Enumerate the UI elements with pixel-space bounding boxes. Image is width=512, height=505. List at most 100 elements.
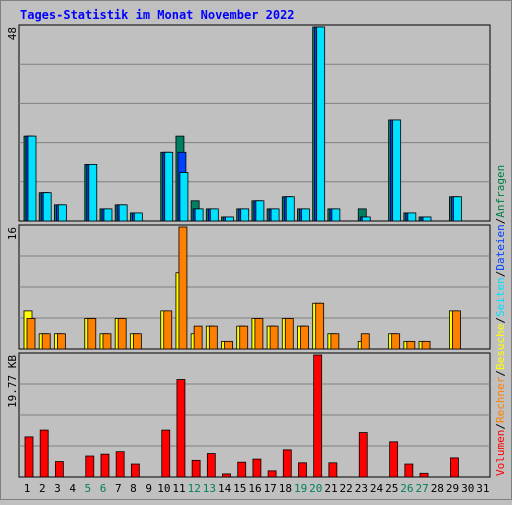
bar-rechner-day-7	[117, 318, 127, 350]
bar-seiten-day-21	[331, 208, 341, 222]
day-label-24: 24	[370, 482, 384, 495]
bar-rechner-day-2	[41, 333, 51, 350]
bar-rechner-day-23	[360, 333, 370, 350]
day-label-14: 14	[218, 482, 232, 495]
bar-volumen-day-29	[450, 457, 459, 478]
day-label-6: 6	[100, 482, 107, 495]
bar-volumen-day-3	[54, 461, 64, 478]
legend-part-0: Volumen	[494, 430, 507, 476]
plot-area	[18, 24, 491, 222]
bar-seiten-day-26	[407, 212, 417, 222]
day-label-1: 1	[24, 482, 31, 495]
day-label-29: 29	[446, 482, 459, 495]
day-label-2: 2	[39, 482, 46, 495]
bar-seiten-day-11	[179, 172, 189, 222]
day-label-19: 19	[294, 482, 307, 495]
bar-rechner-day-18	[284, 318, 294, 350]
y-max-label: 48	[6, 27, 19, 40]
chart-title: Tages-Statistik im Monat November 2022	[20, 8, 295, 22]
day-label-10: 10	[157, 482, 170, 495]
day-label-25: 25	[385, 482, 398, 495]
bar-volumen-day-15	[237, 461, 247, 478]
bar-volumen-day-8	[130, 463, 140, 478]
bar-rechner-day-29	[452, 310, 461, 350]
legend-part-5: /	[494, 317, 507, 324]
day-label-26: 26	[400, 482, 413, 495]
bar-volumen-day-2	[39, 429, 49, 478]
bar-volumen-day-19	[298, 462, 307, 478]
bar-rechner-day-19	[300, 325, 309, 350]
bar-seiten-day-20	[316, 26, 326, 222]
y-max-label: 16	[6, 227, 19, 240]
panel-middle: 16	[6, 224, 491, 350]
bar-seiten-day-13	[209, 208, 219, 222]
panel-top: 48	[6, 24, 491, 222]
day-label-4: 4	[69, 482, 76, 495]
day-label-21: 21	[324, 482, 337, 495]
bar-volumen-day-6	[100, 453, 110, 478]
day-label-20: 20	[309, 482, 322, 495]
bar-rechner-day-3	[56, 333, 66, 350]
bar-seiten-day-29	[453, 196, 462, 222]
bar-rechner-day-25	[391, 333, 401, 350]
day-label-7: 7	[115, 482, 122, 495]
bar-volumen-day-7	[115, 451, 125, 478]
legend-part-7: /	[494, 271, 507, 278]
day-label-18: 18	[279, 482, 292, 495]
bar-volumen-day-5	[85, 455, 95, 478]
bar-rechner-day-16	[254, 318, 264, 350]
day-label-17: 17	[264, 482, 277, 495]
bar-rechner-day-26	[406, 340, 416, 350]
legend-part-6: Seiten	[494, 277, 507, 317]
bar-rechner-day-14	[224, 340, 233, 350]
bar-volumen-day-14	[222, 473, 231, 478]
bar-seiten-day-5	[88, 164, 98, 222]
bar-volumen-day-1	[24, 436, 34, 478]
bar-seiten-day-16	[255, 200, 265, 222]
bar-volumen-day-13	[206, 453, 216, 478]
bar-volumen-day-26	[404, 463, 414, 478]
bar-seiten-day-7	[118, 204, 128, 222]
bar-volumen-day-21	[328, 462, 338, 478]
bar-volumen-day-16	[252, 458, 262, 478]
day-label-11: 11	[172, 482, 185, 495]
bar-volumen-day-10	[161, 429, 171, 478]
bar-seiten-day-25	[392, 119, 402, 222]
day-labels: 1 2 3 4 5 6 7 8 9 10 11 12 13 14 15 16 17 18 19 20 21 22 23 24 2…	[24, 482, 490, 495]
bar-seiten-day-18	[285, 196, 295, 222]
day-label-27: 27	[416, 482, 429, 495]
legend-part-3: /	[494, 370, 507, 377]
day-label-8: 8	[130, 482, 137, 495]
bar-rechner-day-11	[178, 226, 188, 350]
day-label-30: 30	[461, 482, 474, 495]
bar-rechner-day-17	[269, 325, 279, 350]
day-label-22: 22	[340, 482, 353, 495]
bar-seiten-day-19	[301, 208, 310, 222]
panel-bottom: 19.77 KB	[6, 352, 491, 478]
bar-seiten-day-8	[133, 212, 143, 222]
right-legend: Volumen/Rechner/Besuche/Seiten/Dateien/A…	[494, 165, 507, 476]
day-label-31: 31	[476, 482, 489, 495]
legend-part-8: Dateien	[494, 224, 507, 270]
day-label-3: 3	[54, 482, 61, 495]
legend-part-4: Besuche	[494, 324, 507, 370]
bar-rechner-day-5	[87, 318, 97, 350]
bar-rechner-day-27	[421, 340, 431, 350]
legend-part-10: Anfragen	[494, 165, 507, 218]
day-label-15: 15	[233, 482, 246, 495]
day-label-5: 5	[85, 482, 92, 495]
bar-rechner-day-8	[132, 333, 142, 350]
bar-seiten-day-1	[27, 135, 37, 222]
bar-seiten-day-23	[361, 216, 371, 222]
day-label-16: 16	[248, 482, 261, 495]
day-label-12: 12	[188, 482, 201, 495]
bar-seiten-day-10	[164, 151, 174, 222]
bar-rechner-day-1	[26, 318, 36, 350]
bar-rechner-day-20	[315, 302, 325, 350]
bar-volumen-day-18	[282, 449, 292, 478]
day-label-28: 28	[431, 482, 444, 495]
bar-volumen-day-11	[176, 379, 186, 478]
legend-part-9: /	[494, 218, 507, 225]
